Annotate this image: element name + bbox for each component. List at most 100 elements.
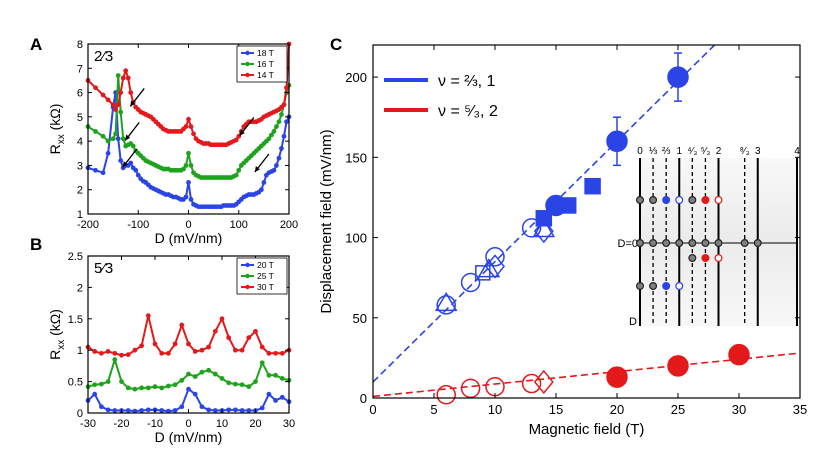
panel-B-data-point xyxy=(199,404,205,410)
panel-A-data-point xyxy=(105,150,111,156)
panel-B-data-point xyxy=(233,381,238,387)
data-point-circle xyxy=(460,378,481,399)
legend-label-0: ν = ⅔, 1 xyxy=(438,73,495,90)
inset-d0-label: D=0 xyxy=(618,238,639,250)
panel-A-data-point xyxy=(276,119,282,125)
panel-A-data-point xyxy=(236,167,242,173)
panel-B-data-point xyxy=(199,347,205,353)
panel-B-data-point xyxy=(206,407,212,413)
inset-state-dot xyxy=(688,254,697,263)
panel-A-data-point xyxy=(281,133,287,139)
panel-A-data-point xyxy=(186,150,191,156)
inset-state-dot xyxy=(714,254,723,263)
fit-line-0 xyxy=(373,45,716,383)
panel-B-data-point xyxy=(246,384,252,390)
panel-B-data-point xyxy=(99,404,104,410)
panel-B-data-point xyxy=(246,335,252,341)
panel-B-data-point xyxy=(179,404,185,410)
panel-B-data-point xyxy=(279,376,285,381)
panel-C-label: C xyxy=(330,35,342,54)
data-point-square xyxy=(584,177,601,195)
panel-C-xtick-label: 5 xyxy=(430,402,437,417)
data-point-circle xyxy=(667,66,689,88)
inset-filling-label: 2 xyxy=(716,146,722,157)
data-point-circle xyxy=(606,130,628,153)
panel-A-ylabel-text: Rxx (kΩ) xyxy=(47,104,67,155)
panel-B-data-point xyxy=(212,408,218,413)
panel-B-xtick-label: 0 xyxy=(185,418,191,430)
panel-B-data-point xyxy=(266,391,272,397)
panel-B-data-point xyxy=(145,407,151,413)
inset-state-dot xyxy=(649,196,658,205)
panel-B-ytick-label: 1.5 xyxy=(68,314,83,326)
panel-A-ylabel: Rxx (kΩ) xyxy=(47,104,67,155)
data-point-circle xyxy=(521,218,542,238)
panel-A-arrow-head xyxy=(254,166,260,172)
panel-A-ytick-label: 1 xyxy=(77,209,83,221)
panel-B-data-point xyxy=(233,407,238,413)
panel-A-arrow-head xyxy=(239,129,245,136)
inset-filling-label: ⁴⁄₃ xyxy=(687,146,697,157)
panel-B-data-point xyxy=(105,407,111,413)
panel-B-data-point xyxy=(186,386,191,392)
panel-A-data-point xyxy=(274,124,279,129)
panel-B-legend-marker xyxy=(245,273,250,279)
panel-B-filling-annotation: 5⁄3 xyxy=(94,260,113,277)
panel-A-data-point xyxy=(279,112,284,117)
panel-A-data-point xyxy=(281,102,287,108)
panel-B-series-line-2 xyxy=(87,315,290,357)
panel-A-data-point xyxy=(93,129,98,134)
panel-B-data-point xyxy=(166,408,171,414)
data-point-circle xyxy=(485,247,505,267)
panel-B-data-point xyxy=(192,349,198,354)
panel-B-xtick-label: 20 xyxy=(249,418,261,430)
panel-A-data-point xyxy=(183,163,189,168)
inset-filling-label: ⁸⁄₃ xyxy=(740,146,750,157)
inset-state-dot xyxy=(688,239,697,248)
panel-A-data-point xyxy=(276,155,282,161)
panel-B-data-point xyxy=(246,408,252,413)
panel-A-data-point xyxy=(123,68,129,74)
panel-B-data-point xyxy=(226,335,232,341)
panel-B-data-point xyxy=(226,407,232,413)
panel-B-legend-label: 25 T xyxy=(257,271,274,281)
panel-B-data-point xyxy=(192,374,198,379)
panel-B-data-point xyxy=(92,382,98,388)
inset-state-dot xyxy=(701,196,710,205)
panel-B-xtick-label: -30 xyxy=(80,418,96,430)
data-point-square xyxy=(535,210,553,227)
panel-B-legend-marker xyxy=(245,284,250,290)
panel-B-data-point xyxy=(192,391,198,397)
inset-state-dot xyxy=(714,196,723,205)
panel-A-data-point xyxy=(274,163,279,168)
panel-A-data-point xyxy=(188,124,194,129)
panel-B-data-point xyxy=(105,379,111,384)
panel-A-data-point xyxy=(125,75,131,81)
fit-line-1 xyxy=(373,352,800,398)
panel-A-data-point xyxy=(191,131,196,137)
panel-A-legend-label: 14 T xyxy=(257,70,274,80)
panel-C-xtick-label: 35 xyxy=(793,402,807,417)
panel-B-data-point xyxy=(105,349,111,354)
panel-C-xlabel: Magnetic field (T) xyxy=(529,421,645,438)
panel-B-legend-label: 20 T xyxy=(257,260,274,270)
panel-A-data-point xyxy=(100,133,106,139)
panel-B-data-point xyxy=(259,344,265,350)
inset-state-dot xyxy=(753,239,762,248)
inset-filling-label: ⁵⁄₃ xyxy=(700,146,710,157)
legend-label-1: ν = ⁵⁄₃, 2 xyxy=(438,103,498,120)
panel-A-data-point xyxy=(115,102,121,108)
panel-B-data-point xyxy=(112,408,118,413)
panel-B-ylabel-text: Rxx (kΩ) xyxy=(47,309,67,360)
inset-state-dot xyxy=(688,196,697,205)
panel-B-series-line-0 xyxy=(87,387,290,413)
inset-filling-label: 3 xyxy=(755,146,761,157)
panel-B-data-point xyxy=(139,385,145,391)
inset-state-dot xyxy=(649,282,658,291)
panel-A-data-point xyxy=(284,85,289,91)
panel-A-ytick-label: 6 xyxy=(77,88,83,100)
panel-B-data-point xyxy=(233,347,238,353)
panel-B-data-point xyxy=(186,371,191,377)
panel-A-legend-marker xyxy=(245,72,250,78)
panel-A-data-point xyxy=(110,136,116,142)
